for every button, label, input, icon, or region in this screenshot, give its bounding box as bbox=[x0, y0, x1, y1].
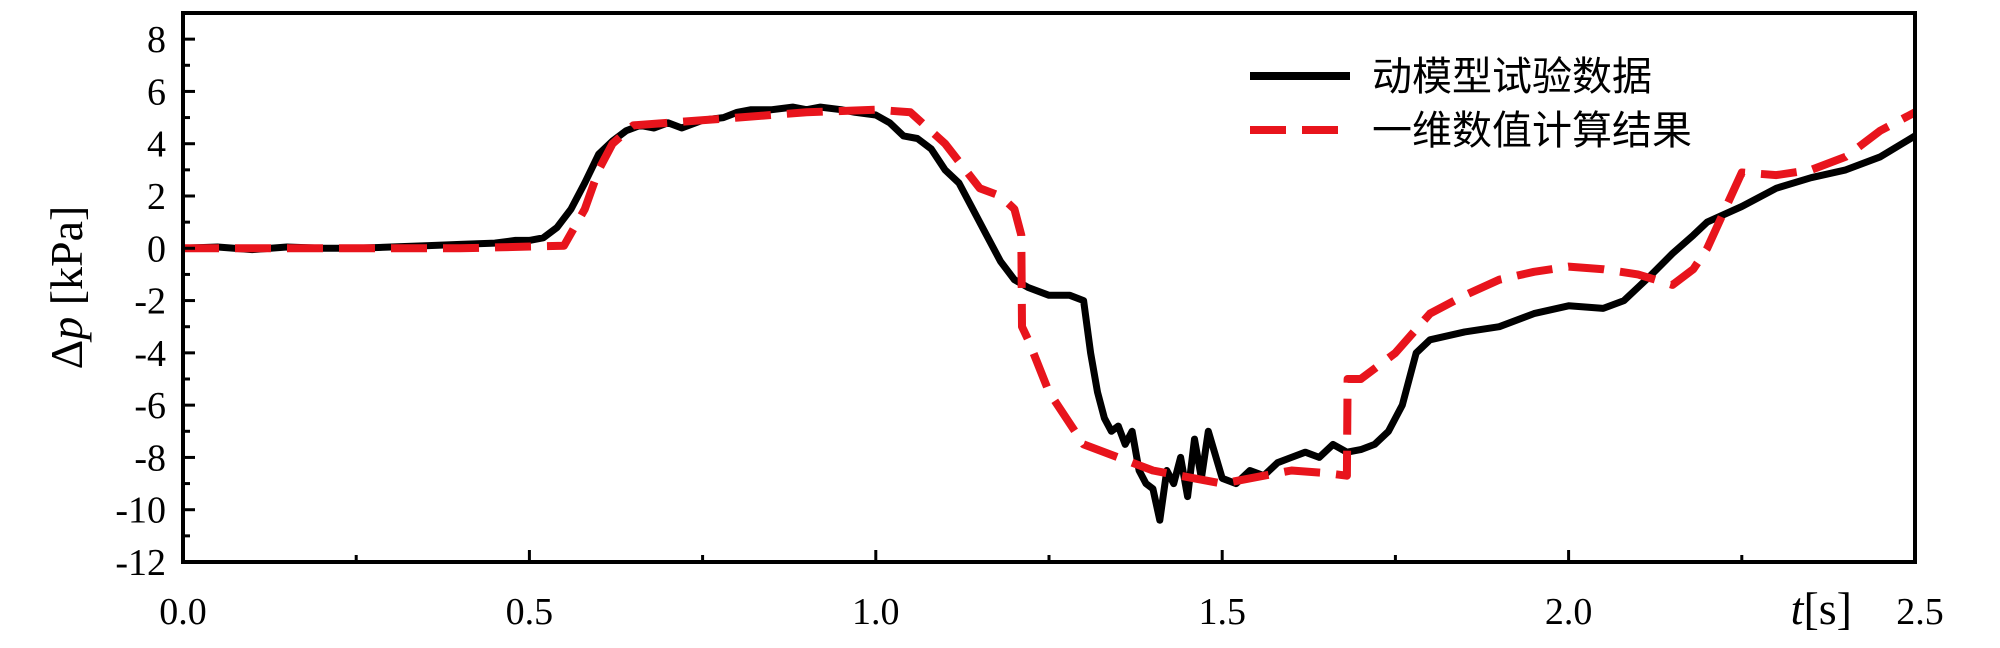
plot-frame bbox=[181, 11, 1917, 564]
x-axis: 0.0 0.5 1.0 1.5 2.0 2.5 bbox=[159, 550, 1944, 633]
y-tick-label: 0 bbox=[147, 228, 166, 270]
y-axis-delta: Δ bbox=[41, 340, 92, 370]
legend: 动模型试验数据 一维数值计算结果 bbox=[1250, 54, 1692, 154]
y-tick-label: -4 bbox=[134, 333, 166, 375]
y-tick-label: 8 bbox=[147, 19, 166, 61]
y-tick-label: -2 bbox=[134, 281, 166, 323]
y-tick-label: 6 bbox=[147, 71, 166, 113]
legend-label-simulation: 一维数值计算结果 bbox=[1372, 108, 1692, 154]
series-line-simulation bbox=[183, 105, 1917, 488]
y-axis-var: p bbox=[41, 317, 92, 343]
x-axis-var: t bbox=[1791, 583, 1805, 634]
x-tick-label: 1.0 bbox=[852, 591, 900, 633]
y-axis: -12 -10 -8 -6 -4 -2 0 2 4 6 8 bbox=[115, 19, 195, 584]
y-axis-unit: [kPa] bbox=[41, 206, 92, 317]
x-tick-label: 2.5 bbox=[1896, 591, 1944, 633]
x-tick-label: 2.0 bbox=[1545, 591, 1593, 633]
y-tick-label: -10 bbox=[115, 490, 166, 532]
x-tick-label: 0.0 bbox=[159, 591, 207, 633]
y-tick-label: -6 bbox=[134, 385, 166, 427]
series-line-experiment bbox=[182, 103, 1917, 524]
x-axis-unit: [s] bbox=[1803, 583, 1852, 634]
x-axis-title: t[s] bbox=[1791, 583, 1852, 634]
y-tick-label: 2 bbox=[147, 176, 166, 218]
y-tick-label: 4 bbox=[147, 124, 166, 166]
x-tick-label: 0.5 bbox=[506, 591, 554, 633]
legend-label-experiment: 动模型试验数据 bbox=[1372, 54, 1652, 100]
y-axis-title: Δp [kPa] bbox=[41, 206, 92, 370]
series-layer bbox=[182, 103, 1917, 524]
y-tick-label: -8 bbox=[134, 437, 166, 479]
x-tick-label: 1.5 bbox=[1198, 591, 1246, 633]
y-tick-label: -12 bbox=[115, 542, 166, 584]
